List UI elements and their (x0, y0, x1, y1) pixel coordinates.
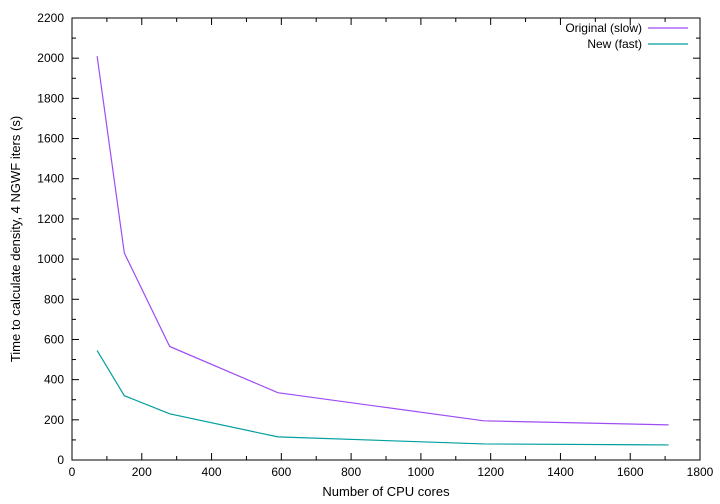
y-tick-label: 2000 (37, 51, 64, 65)
legend-label-1: New (fast) (587, 37, 642, 51)
x-tick-label: 1400 (547, 465, 574, 479)
y-tick-label: 2200 (37, 11, 64, 25)
y-tick-label: 1200 (37, 212, 64, 226)
y-tick-label: 1400 (37, 172, 64, 186)
x-axis-label: Number of CPU cores (322, 484, 450, 499)
line-chart: 0 200 400 600 800 1000 1200 1400 1600 1800 0 200 400… (0, 0, 720, 504)
x-tick-label: 1000 (408, 465, 435, 479)
y-tick-label: 800 (44, 292, 64, 306)
x-tick-label: 600 (271, 465, 291, 479)
y-tick-label: 1600 (37, 132, 64, 146)
y-tick-label: 1000 (37, 252, 64, 266)
x-tick-label: 1200 (477, 465, 504, 479)
x-tick-label: 0 (69, 465, 76, 479)
x-tick-label: 1600 (617, 465, 644, 479)
x-tick-label: 200 (132, 465, 152, 479)
y-tick-label: 600 (44, 332, 64, 346)
y-tick-label: 0 (57, 453, 64, 467)
y-tick-label: 200 (44, 413, 64, 427)
x-tick-label: 1800 (687, 465, 714, 479)
x-tick-label: 800 (341, 465, 361, 479)
y-axis-label: Time to calculate density, 4 NGWF iters … (8, 116, 23, 362)
y-tick-label: 1800 (37, 91, 64, 105)
legend-label-0: Original (slow) (565, 21, 642, 35)
x-tick-label: 400 (202, 465, 222, 479)
y-tick-label: 400 (44, 373, 64, 387)
